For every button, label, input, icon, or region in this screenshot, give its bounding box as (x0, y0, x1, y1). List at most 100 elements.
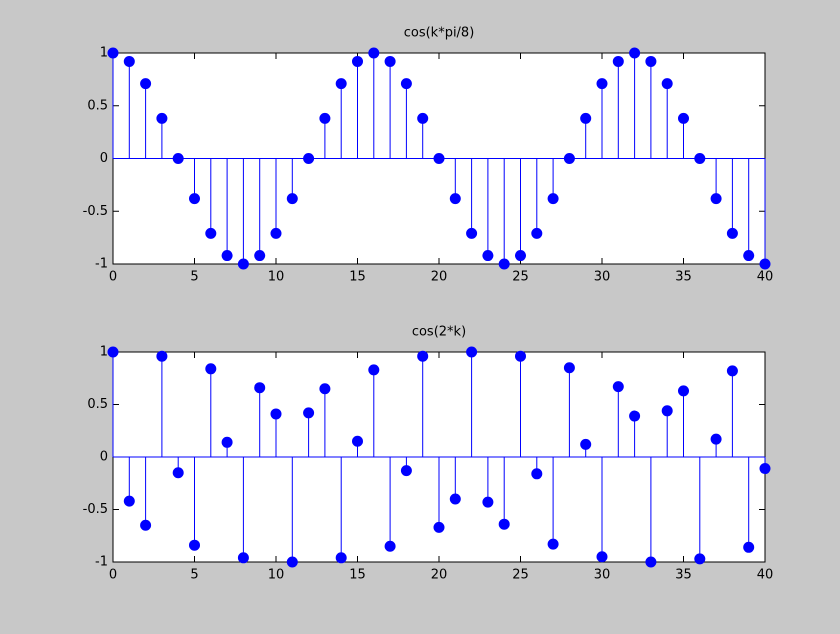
stem-marker (710, 433, 722, 445)
stem-marker (726, 365, 738, 377)
stem-marker (694, 153, 706, 164)
stem-marker (368, 47, 380, 59)
y-tick-label: 0 (100, 151, 108, 166)
stem-marker (645, 55, 657, 67)
x-tick-label: 15 (349, 270, 366, 285)
x-tick-label: 5 (190, 270, 198, 285)
x-tick-label: 15 (349, 568, 366, 583)
stem-marker (433, 521, 445, 533)
stem-marker (743, 250, 755, 262)
stem-marker (303, 407, 315, 419)
stem-marker (319, 383, 331, 395)
x-tick-label: 5 (190, 568, 198, 583)
stem-marker (759, 463, 771, 475)
stem-marker (352, 435, 363, 447)
x-tick-label: 40 (757, 568, 774, 583)
stem-marker (286, 193, 298, 205)
stem-marker (743, 541, 755, 553)
stem-marker (515, 250, 526, 262)
y-tick-label: 0.5 (87, 98, 108, 113)
x-tick-label: 0 (109, 568, 117, 583)
stem-marker (156, 350, 168, 362)
stem-marker (547, 538, 559, 550)
stem-marker (417, 112, 429, 124)
stem-marker (629, 410, 641, 422)
stem-marker (482, 496, 494, 508)
stem-marker (710, 193, 722, 205)
chart-title: cos(k*pi/8) (404, 26, 475, 41)
stem-marker (498, 258, 510, 270)
stem-marker (596, 551, 608, 563)
stem-marker (449, 193, 461, 205)
stem-marker (498, 518, 510, 530)
stem-marker (123, 495, 135, 507)
stem-marker (629, 47, 641, 59)
stem-marker (547, 193, 559, 205)
stem-marker (433, 153, 445, 164)
stem-marker (661, 405, 673, 417)
chart-title: cos(2*k) (412, 325, 466, 340)
x-tick-label: 30 (594, 270, 611, 285)
stem-marker (140, 519, 152, 531)
stem-marker (107, 346, 119, 358)
y-tick-label: -0.5 (83, 502, 108, 517)
x-tick-label: 40 (757, 270, 774, 285)
stem-marker (580, 438, 592, 450)
stem-marker (254, 250, 266, 262)
stem-marker (678, 385, 689, 397)
stem-marker (286, 556, 298, 568)
stem-marker (400, 465, 412, 477)
stem-marker (123, 55, 135, 67)
stem-marker (270, 227, 282, 239)
stem-marker (449, 493, 461, 505)
stem-marker (563, 362, 575, 374)
x-tick-label: 30 (594, 568, 611, 583)
stem-marker (172, 153, 184, 164)
stem-marker (612, 381, 624, 393)
stem-marker (596, 78, 608, 90)
stem-marker (156, 112, 168, 124)
stem-marker (205, 363, 217, 375)
y-tick-label: -0.5 (83, 204, 108, 219)
stem-marker (612, 55, 624, 67)
stem-marker (335, 78, 347, 90)
stem-marker (384, 540, 396, 552)
stem-marker (678, 112, 689, 124)
stem-marker (270, 408, 282, 420)
stem-marker (563, 153, 575, 164)
x-tick-label: 25 (512, 270, 529, 285)
stem-marker (384, 55, 396, 67)
stem-marker (335, 552, 347, 564)
x-tick-label: 20 (431, 568, 448, 583)
stem-marker (254, 382, 266, 394)
stem-marker (368, 364, 380, 376)
stem-marker (417, 350, 429, 362)
stem-marker (172, 467, 184, 479)
stem-marker (303, 153, 315, 164)
stem-marker (237, 552, 249, 564)
stem-marker (140, 78, 152, 90)
stem-marker (661, 78, 673, 90)
x-tick-label: 10 (268, 270, 285, 285)
y-tick-label: 1 (100, 46, 108, 61)
stem-marker (759, 258, 771, 270)
stem-marker (221, 250, 233, 262)
stem-marker (352, 55, 363, 67)
stem-marker (531, 227, 543, 239)
stem-marker (515, 350, 526, 362)
stem-marker (482, 250, 494, 262)
stem-marker (221, 436, 233, 448)
stem-marker (400, 78, 412, 90)
y-tick-label: 1 (100, 345, 108, 360)
stem-marker (189, 539, 200, 551)
stem-marker (694, 553, 706, 565)
x-tick-label: 35 (675, 270, 692, 285)
stem-marker (319, 112, 331, 124)
stem-marker (466, 227, 478, 239)
stem-marker (205, 227, 217, 239)
x-tick-label: 25 (512, 568, 529, 583)
y-tick-label: -1 (95, 555, 108, 570)
x-tick-label: 20 (431, 270, 448, 285)
